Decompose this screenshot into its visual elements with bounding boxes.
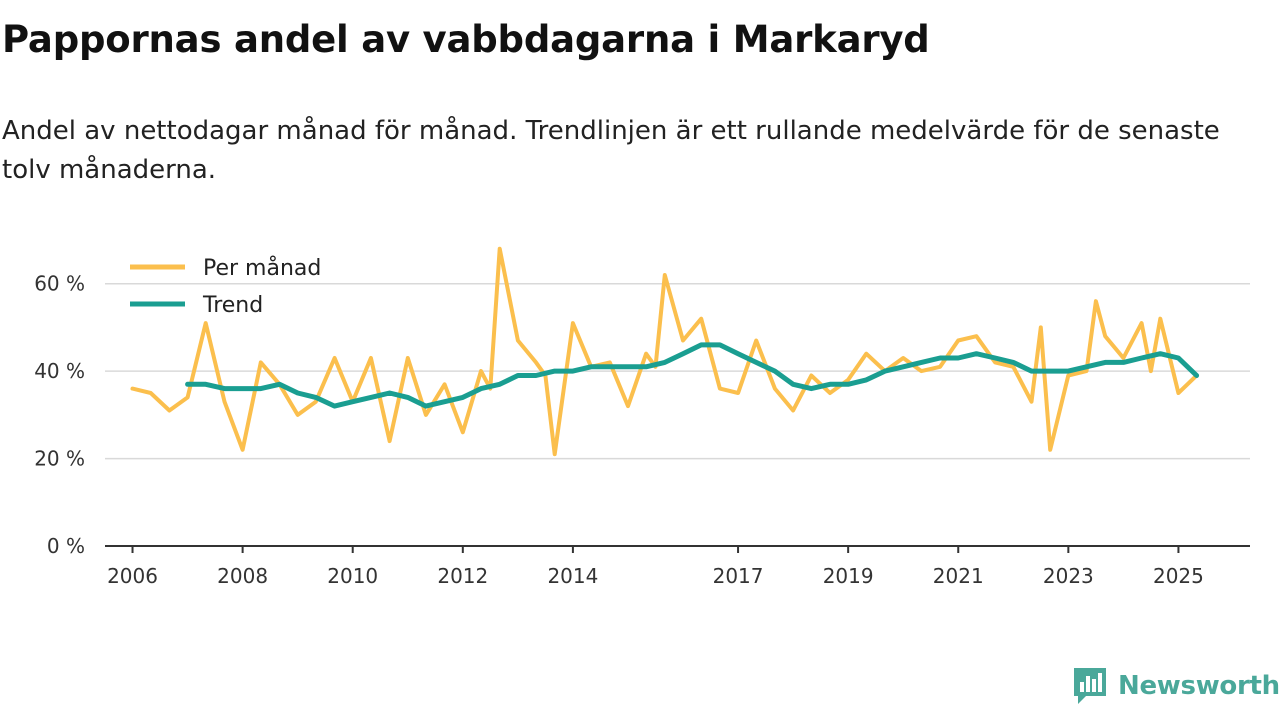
- x-tick-label: 2008: [217, 564, 268, 588]
- x-tick-label: 2023: [1043, 564, 1094, 588]
- newsworthy-logo-icon: [1074, 668, 1106, 704]
- y-tick-label: 40 %: [34, 359, 85, 383]
- line-chart: 0 % 20 % 40 % 60 % 2006 2008 2010 2012 2014 2017 2…: [34, 246, 1250, 588]
- x-tick-label: 2025: [1153, 564, 1204, 588]
- x-tick-label: 2012: [437, 564, 488, 588]
- newsworthy-logo[interactable]: Newsworthy: [1072, 666, 1280, 706]
- y-tick-label: 0 %: [47, 534, 85, 558]
- axes: 0 % 20 % 40 % 60 % 2006 2008 2010 2012 2014 2017 2…: [34, 272, 1250, 588]
- x-tick-label: 2017: [713, 564, 764, 588]
- series-line-per-manad: [130, 246, 1199, 457]
- x-tick-label: 2019: [823, 564, 874, 588]
- x-tick-label: 2010: [327, 564, 378, 588]
- legend-label: Per månad: [203, 255, 321, 281]
- chart-title: Pappornas andel av vabbdagarna i Markary…: [2, 18, 930, 61]
- x-tick-label: 2021: [933, 564, 984, 588]
- series-line-trend: [185, 342, 1200, 409]
- series: [130, 246, 1200, 457]
- legend: Per månad Trend: [130, 255, 321, 318]
- chart-subtitle: Andel av nettodagar månad för månad. Tre…: [2, 116, 1220, 185]
- y-tick-label: 60 %: [34, 272, 85, 296]
- x-tick-label: 2006: [107, 564, 158, 588]
- legend-item-trend[interactable]: Trend: [130, 293, 263, 318]
- legend-item-per-manad[interactable]: Per månad: [130, 255, 321, 281]
- x-tick-label: 2014: [547, 564, 598, 588]
- y-tick-label: 20 %: [34, 447, 85, 471]
- newsworthy-logo-text: Newsworthy: [1118, 671, 1280, 701]
- legend-label: Trend: [202, 293, 263, 318]
